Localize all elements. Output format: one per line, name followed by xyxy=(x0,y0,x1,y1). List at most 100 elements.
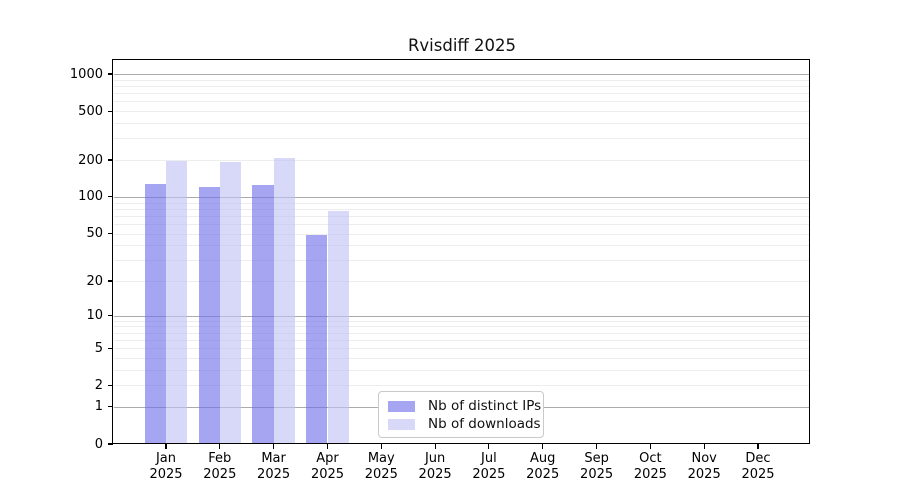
minor-gridline xyxy=(114,339,810,341)
minor-gridline xyxy=(114,138,810,140)
year-label: 2025 xyxy=(364,467,398,482)
y-axis-tick xyxy=(108,110,113,112)
x-axis-tick xyxy=(703,444,705,449)
y-axis-tick xyxy=(108,159,113,161)
y-axis-tick-label: 500 xyxy=(78,103,103,119)
x-axis-tick xyxy=(542,444,544,449)
x-axis-tick-label: Nov 2025 xyxy=(674,451,734,483)
month-label: May xyxy=(367,451,395,466)
month-label: Feb xyxy=(208,451,232,466)
minor-gridline xyxy=(114,223,810,225)
month-label: Aug xyxy=(529,451,556,466)
minor-gridline xyxy=(114,233,810,235)
y-axis-tick-label: 0 xyxy=(94,436,103,452)
bar-downloads xyxy=(166,160,188,444)
minor-gridline xyxy=(114,208,810,210)
x-axis-tick-label: Mar 2025 xyxy=(244,451,304,483)
y-axis-tick-label: 1 xyxy=(94,399,103,415)
month-label: Jan xyxy=(155,451,177,466)
major-gridline xyxy=(114,315,810,317)
x-axis-tick-label: Jan 2025 xyxy=(136,451,196,483)
y-axis-tick-label: 20 xyxy=(86,273,103,289)
minor-gridline xyxy=(114,101,810,103)
year-label: 2025 xyxy=(580,467,614,482)
minor-gridline xyxy=(114,245,810,247)
minor-gridline xyxy=(114,202,810,204)
minor-gridline xyxy=(114,332,810,334)
minor-gridline xyxy=(114,79,810,81)
y-axis-tick xyxy=(108,347,113,349)
y-axis-tick-label: 100 xyxy=(78,189,103,205)
minor-gridline xyxy=(114,260,810,262)
minor-gridline xyxy=(114,123,810,124)
year-label: 2025 xyxy=(526,467,560,482)
x-axis-tick xyxy=(326,444,329,449)
year-label: 2025 xyxy=(310,467,345,482)
legend-swatch xyxy=(388,400,415,412)
minor-gridline xyxy=(114,320,810,322)
legend-entry: Nb of downloads xyxy=(388,416,541,432)
minor-gridline xyxy=(114,348,810,350)
bar-distinct-ips xyxy=(144,183,166,444)
legend-label: Nb of downloads xyxy=(428,416,541,432)
y-axis-tick xyxy=(108,73,113,75)
chart-title: Rvisdiff 2025 xyxy=(407,36,517,55)
year-label: 2025 xyxy=(203,467,237,482)
x-axis-tick xyxy=(488,444,490,449)
month-label: Oct xyxy=(639,451,662,466)
minor-gridline xyxy=(114,160,810,161)
x-axis-tick-label: Sep 2025 xyxy=(567,451,627,483)
month-label: Apr xyxy=(316,451,339,466)
x-axis-tick-label: Aug 2025 xyxy=(513,451,573,483)
year-label: 2025 xyxy=(418,467,452,482)
month-label: Dec xyxy=(745,451,771,466)
x-axis-tick-label: Oct 2025 xyxy=(620,451,680,483)
minor-gridline xyxy=(114,93,810,95)
bar-downloads xyxy=(273,157,295,444)
month-label: Sep xyxy=(584,451,609,466)
y-axis-tick-label: 1000 xyxy=(69,66,103,82)
x-axis-tick-label: Jun 2025 xyxy=(405,451,465,483)
year-label: 2025 xyxy=(149,467,183,482)
year-label: 2025 xyxy=(687,467,721,482)
legend-entry: Nb of distinct IPs xyxy=(388,398,541,414)
minor-gridline xyxy=(114,326,810,328)
month-label: Jul xyxy=(481,451,497,466)
major-gridline xyxy=(114,196,810,198)
year-label: 2025 xyxy=(633,467,667,482)
x-axis-tick-label: Jul 2025 xyxy=(459,451,519,483)
minor-gridline xyxy=(114,369,810,371)
x-axis-tick xyxy=(165,444,167,449)
x-axis-tick xyxy=(219,444,221,449)
y-axis-tick xyxy=(108,232,113,235)
minor-gridline xyxy=(114,281,810,282)
bar-downloads xyxy=(219,161,242,444)
minor-gridline xyxy=(114,357,810,359)
y-axis-tick xyxy=(108,406,113,408)
month-label: Jun xyxy=(424,451,446,466)
x-axis-tick xyxy=(380,444,382,449)
minor-gridline xyxy=(114,111,810,113)
x-axis-tick xyxy=(596,444,598,449)
bar-distinct-ips xyxy=(198,187,220,444)
y-axis-tick-label: 200 xyxy=(78,152,103,168)
x-axis-tick xyxy=(757,444,759,449)
x-axis-tick-label: Feb 2025 xyxy=(190,451,250,483)
month-label: Nov xyxy=(691,451,717,466)
minor-gridline xyxy=(114,215,810,217)
legend-swatch xyxy=(388,418,415,430)
bar-distinct-ips xyxy=(306,234,328,444)
y-axis-tick-label: 10 xyxy=(86,308,103,324)
minor-gridline xyxy=(114,385,810,387)
month-label: Mar xyxy=(261,451,286,466)
legend-label: Nb of distinct IPs xyxy=(428,398,542,414)
legend: Nb of distinct IPs Nb of downloads xyxy=(378,391,544,438)
year-label: 2025 xyxy=(257,467,291,482)
x-axis-tick-label: Apr 2025 xyxy=(298,451,358,483)
year-label: 2025 xyxy=(472,467,506,482)
bar-downloads xyxy=(327,211,349,444)
y-axis-tick xyxy=(108,196,113,198)
y-axis-tick-label: 50 xyxy=(86,226,103,241)
year-label: 2025 xyxy=(741,467,775,482)
